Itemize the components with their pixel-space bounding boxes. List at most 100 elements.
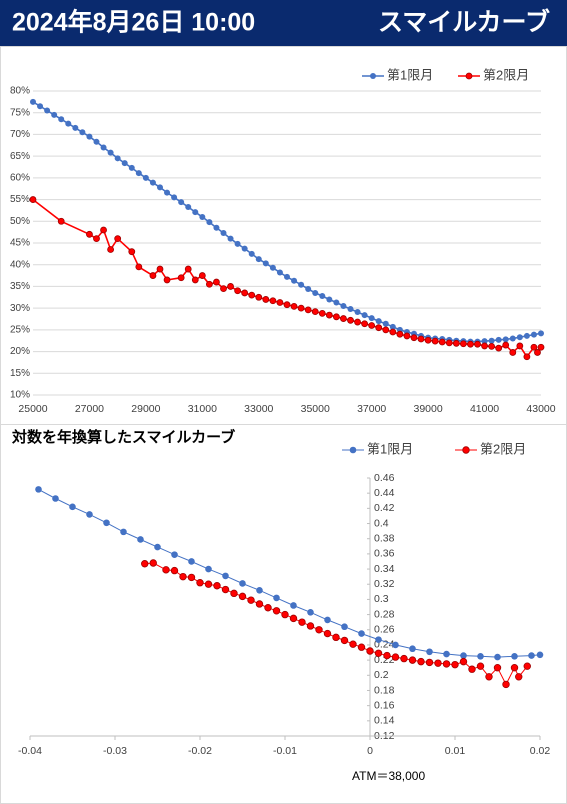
annotation: ATM＝38,000 xyxy=(352,769,425,783)
y-tick-label: 0.14 xyxy=(374,715,395,727)
data-point xyxy=(358,630,365,637)
data-point xyxy=(204,580,213,588)
legend-marker xyxy=(462,446,470,454)
data-point xyxy=(389,323,396,330)
y-tick-label: 50% xyxy=(10,216,30,227)
data-point xyxy=(409,645,416,653)
data-point xyxy=(170,566,179,575)
data-point xyxy=(241,289,249,297)
x-tick-label: 27000 xyxy=(75,403,104,415)
data-point xyxy=(264,604,272,612)
data-point xyxy=(29,196,37,203)
x-tick-label: 41000 xyxy=(470,403,499,415)
data-point xyxy=(290,602,297,609)
data-point xyxy=(528,652,535,659)
data-point xyxy=(284,273,290,280)
data-point xyxy=(341,623,348,631)
data-point xyxy=(248,250,255,257)
y-tick-label: 0.26 xyxy=(374,624,395,636)
data-point xyxy=(485,673,493,681)
data-point xyxy=(354,318,361,326)
y-tick-label: 0.3 xyxy=(374,593,389,605)
x-tick-label: 35000 xyxy=(301,403,330,415)
y-tick-label: 60% xyxy=(10,172,30,183)
data-point xyxy=(467,340,474,348)
data-point xyxy=(187,573,196,582)
data-point xyxy=(79,129,86,136)
data-point xyxy=(347,316,354,324)
x-tick-label: 37000 xyxy=(357,403,386,415)
data-point xyxy=(311,308,319,316)
y-tick-label: 55% xyxy=(10,194,30,205)
data-point xyxy=(103,519,110,527)
data-point xyxy=(100,226,107,234)
data-point xyxy=(206,219,213,226)
data-point xyxy=(162,566,170,574)
data-point xyxy=(44,107,51,114)
data-point xyxy=(375,318,382,325)
data-point xyxy=(69,503,76,511)
data-point xyxy=(332,633,340,642)
data-point xyxy=(256,587,263,594)
legend-marker xyxy=(349,446,357,454)
y-tick-label: 10% xyxy=(10,390,30,401)
data-point xyxy=(227,235,234,242)
data-point xyxy=(297,304,305,312)
y-tick-label: 0.46 xyxy=(374,472,395,484)
data-point xyxy=(361,312,368,319)
y-tick-label: 0.16 xyxy=(374,699,395,711)
x-tick-label: -0.04 xyxy=(18,745,42,757)
x-tick-label: 43000 xyxy=(526,403,555,415)
x-tick-label: 0.01 xyxy=(445,745,466,757)
data-point xyxy=(536,651,544,659)
data-point xyxy=(424,336,432,344)
data-point xyxy=(205,565,212,573)
data-point xyxy=(142,174,149,181)
data-point xyxy=(121,160,128,167)
data-point xyxy=(114,155,121,162)
data-point xyxy=(366,647,374,655)
series-line xyxy=(144,562,528,686)
data-point xyxy=(276,269,283,276)
legend-label: 第2限月 xyxy=(483,67,529,82)
data-point xyxy=(141,560,149,568)
data-point xyxy=(368,315,375,322)
y-tick-label: 65% xyxy=(10,151,30,162)
data-point xyxy=(281,610,289,619)
data-point xyxy=(30,98,36,105)
data-point xyxy=(135,263,143,271)
data-point xyxy=(220,230,227,237)
data-point xyxy=(323,629,332,638)
x-tick-label: 31000 xyxy=(188,403,217,415)
header-date: 2024年8月26日 10:00 xyxy=(12,8,255,37)
data-point xyxy=(199,213,206,220)
data-point xyxy=(408,656,417,664)
data-point xyxy=(400,654,408,663)
data-point xyxy=(403,332,411,340)
data-point xyxy=(391,653,400,661)
data-point xyxy=(283,301,291,309)
data-point xyxy=(222,572,229,580)
data-point xyxy=(306,622,315,630)
data-point xyxy=(382,326,390,334)
y-tick-label: 0.4 xyxy=(374,517,389,529)
data-point xyxy=(149,559,157,567)
x-tick-label: 33000 xyxy=(244,403,273,415)
data-point xyxy=(72,124,79,131)
y-tick-label: 0.42 xyxy=(374,502,395,514)
data-point xyxy=(156,265,164,273)
data-point xyxy=(332,313,340,321)
x-tick-label: 0.02 xyxy=(530,745,551,757)
data-point xyxy=(530,343,538,351)
data-point xyxy=(185,203,192,210)
data-point xyxy=(107,149,114,156)
y-tick-label: 80% xyxy=(10,86,30,97)
legend-marker xyxy=(465,72,473,80)
data-point xyxy=(349,640,357,648)
data-point xyxy=(318,309,326,317)
data-point xyxy=(493,664,502,672)
y-tick-label: 0.44 xyxy=(374,487,395,499)
data-point xyxy=(35,486,42,493)
data-point xyxy=(262,260,269,267)
